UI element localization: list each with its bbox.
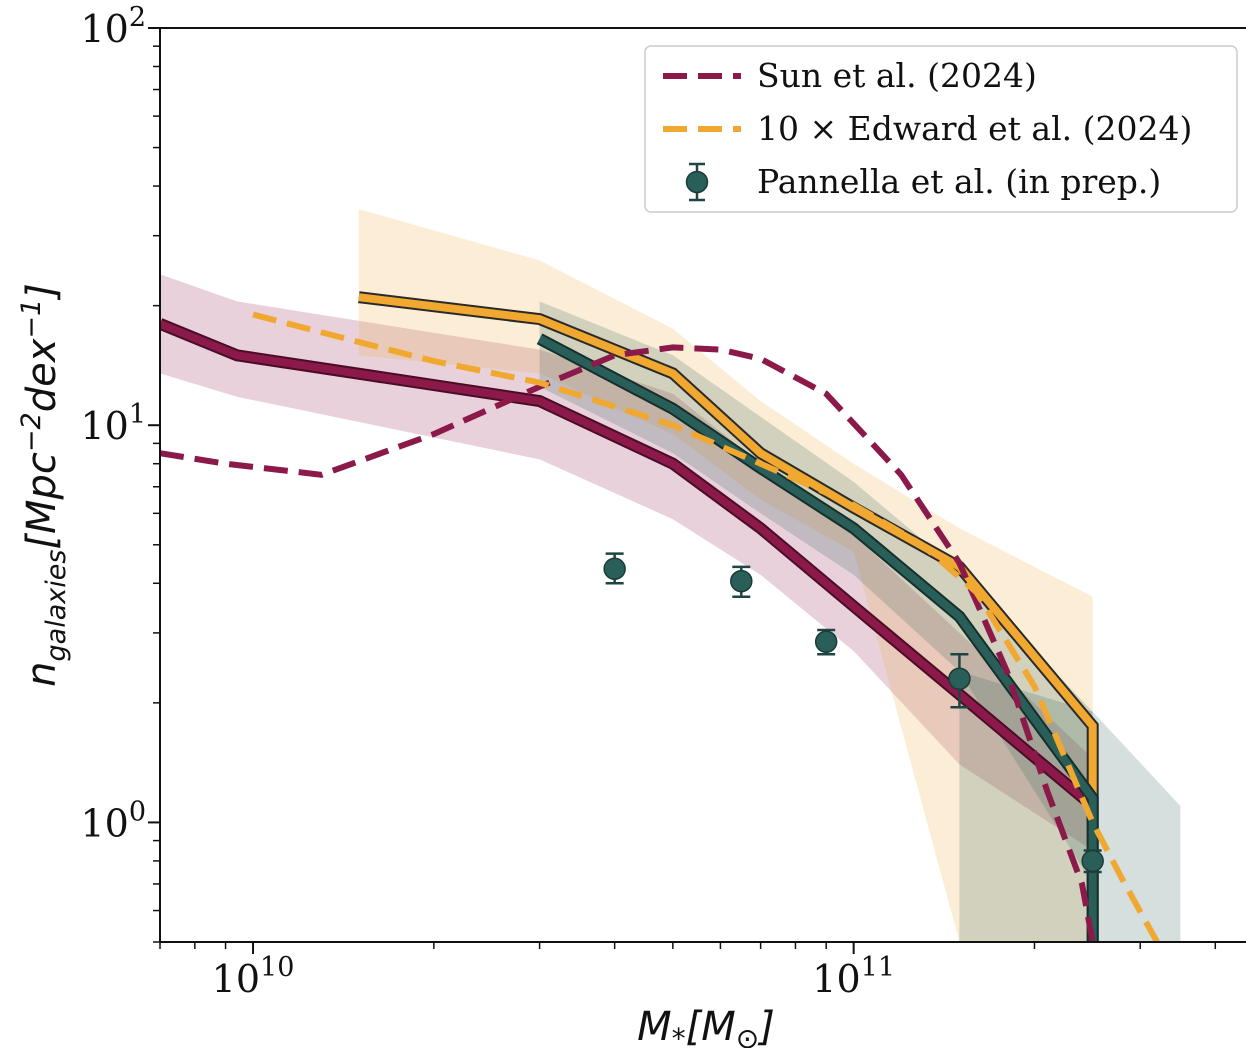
legend-label: Pannella et al. (in prep.) — [757, 162, 1161, 201]
uncertainty-band-extra-0 — [959, 671, 1181, 942]
data-point — [814, 630, 838, 654]
legend-label: 10 × Edward et al. (2024) — [757, 109, 1192, 148]
series-line-2 — [160, 320, 1096, 810]
legend: Sun et al. (2024) 10 × Edward et al. (202… — [644, 45, 1238, 213]
data-point — [1081, 849, 1104, 873]
uncertainty-band-2 — [160, 274, 1093, 851]
series-line-4 — [537, 335, 1097, 942]
tick-labels: 1010 1011 100 101 102 — [80, 2, 895, 1001]
data-point — [730, 569, 753, 593]
axis-labels: M*[M⊙] ngalaxies[Mpc−2dex−1] — [16, 283, 775, 1048]
legend-marker — [685, 170, 709, 194]
uncertainty-band-3 — [358, 209, 1093, 942]
data-points — [603, 552, 1104, 874]
x-axis-label: M*[M⊙] — [637, 1004, 775, 1048]
x-tick-label: 1010 — [212, 952, 295, 1001]
data-point — [948, 667, 971, 690]
series-lines — [160, 291, 1160, 942]
y-tick-label: 102 — [80, 2, 146, 51]
series-line-3 — [358, 293, 1097, 942]
axes — [148, 27, 1246, 954]
data-point — [603, 557, 626, 581]
y-tick-label: 101 — [80, 399, 146, 448]
legend-box — [644, 45, 1238, 213]
uncertainty-bands — [160, 209, 1181, 942]
legend-label: Sun et al. (2024) — [757, 56, 1037, 95]
series-line-0 — [160, 344, 1096, 942]
series-line-1 — [252, 311, 1160, 942]
y-tick-label: 100 — [80, 796, 146, 845]
y-axis-label: ngalaxies[Mpc−2dex−1] — [16, 283, 72, 687]
x-tick-label: 1011 — [812, 952, 895, 1001]
